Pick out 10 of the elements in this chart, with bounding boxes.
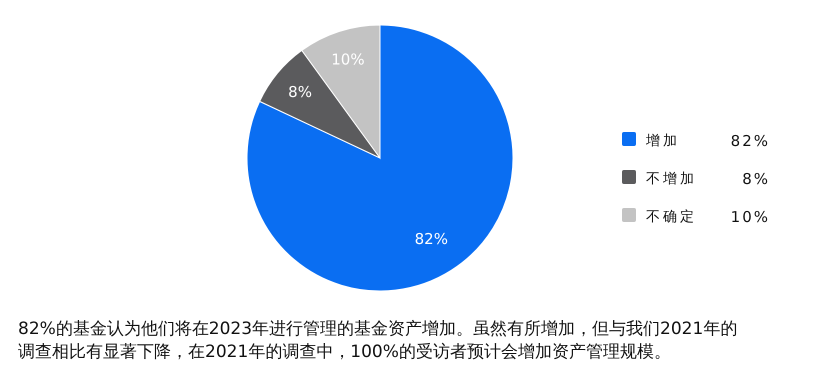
legend-label: 增加	[645, 133, 680, 149]
data-label: 82%	[414, 230, 448, 248]
data-label: 10%	[331, 50, 365, 68]
text: 82%	[730, 132, 770, 150]
legend-label: 不确定	[646, 209, 697, 225]
text: 10%	[730, 208, 770, 226]
data-label: 8%	[288, 82, 312, 101]
legend-label: 不增加	[646, 171, 697, 187]
text: 82%的基金认为他们将在2023年进行管理的基金资产增加。虽然有所增加，但与我们2021年的调查相比有显著下降，在2021年的调查中，100%的受访者预计会增加资产管理规模。	[18, 318, 738, 364]
text: 8%	[742, 170, 770, 188]
